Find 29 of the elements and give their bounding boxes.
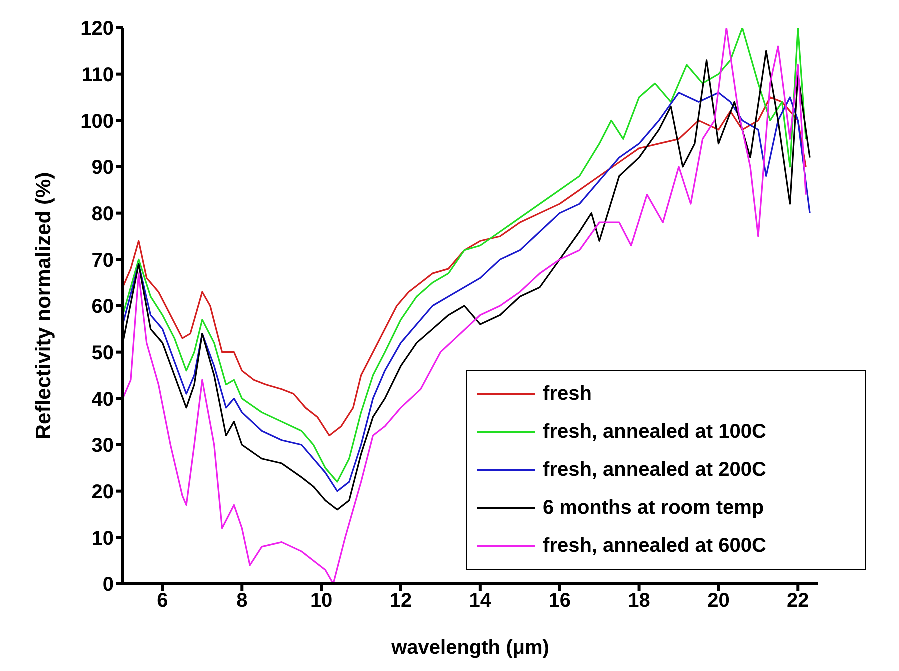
y-tick-label: 70 — [92, 250, 114, 272]
legend-label: fresh — [543, 382, 592, 406]
legend-label: fresh, annealed at 100C — [543, 420, 766, 444]
y-tick-label: 0 — [102, 574, 114, 596]
x-tick-label: 12 — [390, 590, 412, 612]
y-tick-label: 10 — [92, 528, 114, 550]
y-tick-label: 50 — [92, 342, 114, 364]
x-axis-title: wavelength (μm) — [390, 637, 550, 659]
y-axis-title: Reflectivity normalized (%) — [32, 172, 56, 440]
x-tick-label: 6 — [157, 590, 168, 612]
x-tick-label: 8 — [236, 590, 248, 612]
y-tick-label: 20 — [92, 481, 114, 504]
x-tick-label: 10 — [310, 590, 333, 612]
x-tick-label: 18 — [628, 590, 650, 612]
y-tick-label: 60 — [92, 296, 114, 318]
y-tick-label: 30 — [92, 435, 114, 458]
x-tick-label: 14 — [469, 590, 492, 612]
y-tick-label: 100 — [80, 110, 114, 133]
y-tick-label: 120 — [80, 18, 114, 40]
x-tick-label: 20 — [708, 590, 730, 612]
legend-label: fresh, annealed at 200C — [543, 458, 766, 482]
legend-label: fresh, annealed at 600C — [543, 534, 766, 558]
legend-label: 6 months at room temp — [543, 496, 764, 520]
x-tick-label: 22 — [787, 590, 810, 612]
y-tick-label: 80 — [92, 203, 114, 226]
y-tick-label: 40 — [92, 388, 114, 411]
x-tick-label: 16 — [548, 590, 571, 612]
y-tick-label: 90 — [92, 157, 114, 180]
y-tick-label: 110 — [82, 64, 114, 86]
